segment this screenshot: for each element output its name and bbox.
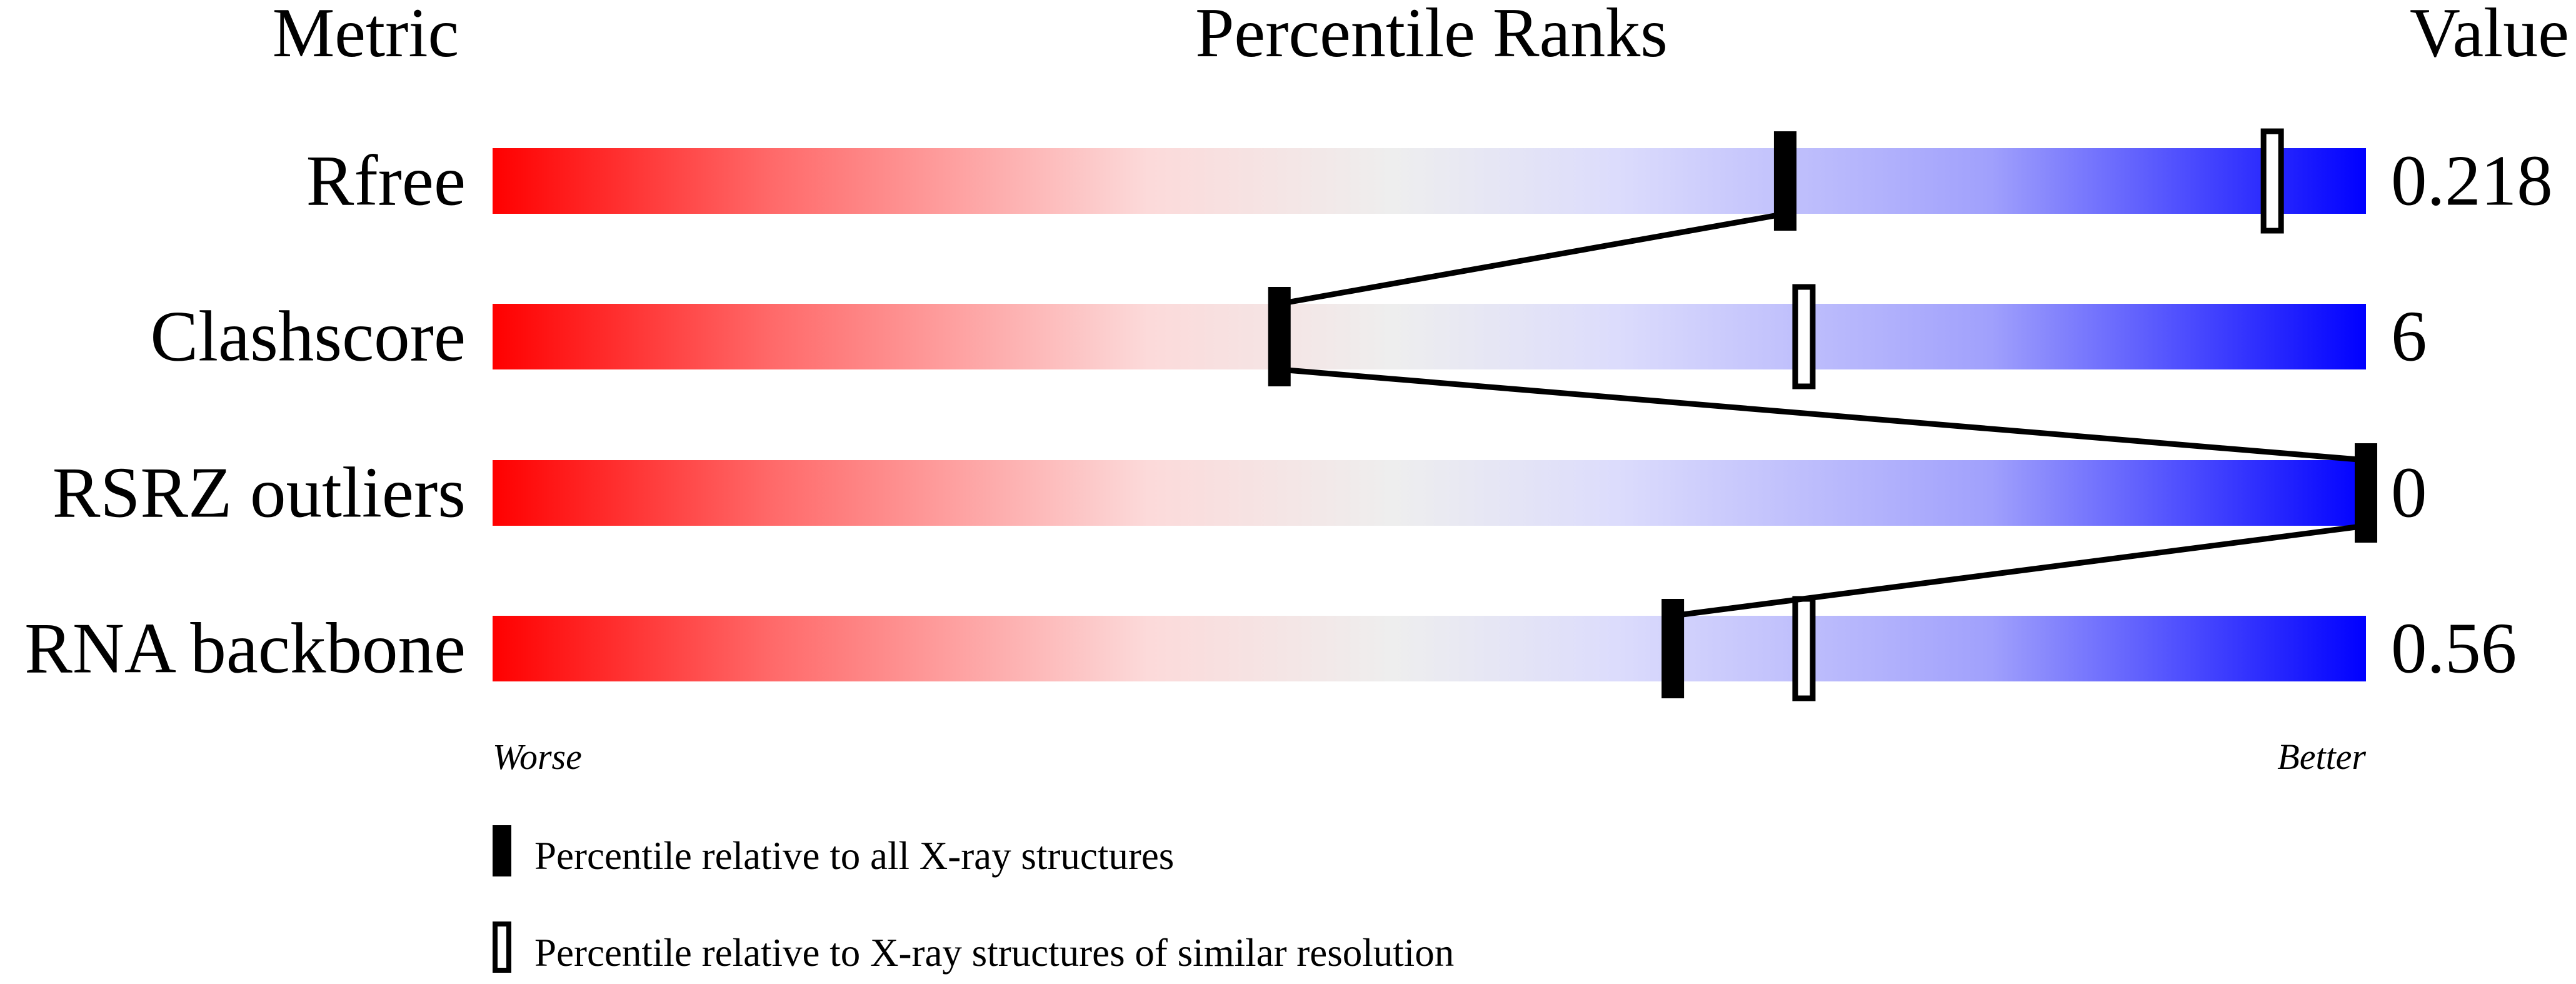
marker-similar-resolution: [1792, 284, 1816, 389]
marker-similar-resolution: [2260, 128, 2284, 234]
metric-value: 6: [2391, 297, 2427, 376]
legend-filled-marker: [493, 825, 511, 876]
metric-value: 0.56: [2391, 609, 2517, 688]
legend-hollow-marker: [493, 921, 511, 973]
axis-label-worse: Worse: [493, 736, 582, 777]
connector-line: [1279, 366, 2367, 463]
header-metric: Metric: [273, 0, 459, 72]
metric-label: RSRZ outliers: [53, 453, 466, 533]
percentile-bar: [493, 304, 2366, 369]
percentile-bar: [493, 616, 2366, 681]
percentile-bar: [493, 460, 2366, 526]
marker-similar-resolution: [1792, 596, 1816, 701]
metric-label: RNA backbone: [24, 609, 466, 688]
connector-line: [1278, 211, 1786, 307]
legend-similar: Percentile relative to X-ray structures …: [534, 931, 1454, 975]
axis-label-better: Better: [2277, 736, 2366, 777]
legend-all: Percentile relative to all X-ray structu…: [534, 834, 1174, 878]
metric-label: Rfree: [306, 141, 466, 221]
metric-value: 0: [2391, 453, 2427, 533]
metric-value: 0.218: [2391, 141, 2553, 221]
header-value: Value: [2410, 0, 2569, 72]
metric-label: Clashscore: [150, 297, 466, 376]
percentile-bar: [493, 148, 2366, 214]
header-percentile-ranks: Percentile Ranks: [1195, 0, 1668, 72]
connector-line: [1672, 523, 2367, 619]
